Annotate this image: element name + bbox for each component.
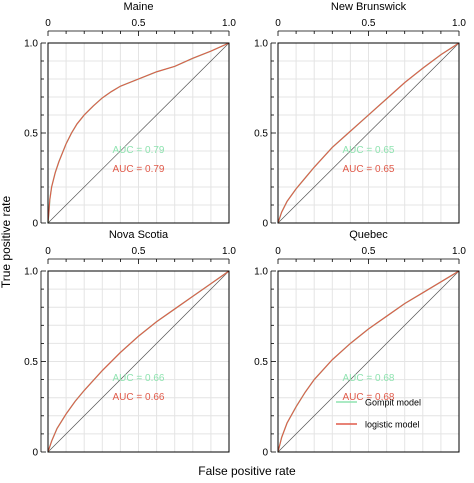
x-tick-label: 1.0: [222, 18, 236, 29]
panel-frame: [277, 42, 460, 224]
y-tick-label: 1.0: [24, 267, 38, 278]
panel-title: Quebec: [349, 229, 388, 241]
panel-title: Nova Scotia: [109, 229, 169, 241]
x-tick-label: 0: [275, 18, 281, 29]
x-tick-label: 0.5: [132, 18, 146, 29]
roc-panel: 0 0.5 1.0 0 0.5 1.0 Nova Scotia AUC = 0.66 AUC =…: [24, 229, 236, 459]
logistic-roc-curve: [47, 42, 230, 224]
auc-gompit-label: AUC = 0.79: [113, 145, 165, 156]
y-tick-label: 0: [32, 448, 38, 459]
y-tick-label: 0.5: [254, 129, 268, 140]
panel-frame: [277, 270, 460, 453]
x-tick-label: 0: [45, 246, 51, 257]
roc-panel: 0 0.5 1.0 0 0.5 1.0 New Brunswick AUC = 0.65 AUC…: [254, 1, 466, 230]
chance-diagonal: [277, 270, 460, 453]
panel-title: New Brunswick: [331, 1, 407, 13]
y-tick-label: 0.5: [24, 357, 38, 368]
y-axis-label: True positive rate: [0, 196, 13, 289]
y-tick-label: 0.5: [24, 129, 38, 140]
y-tick-label: 0: [262, 448, 268, 459]
x-tick-label: 0.5: [362, 18, 376, 29]
y-tick-label: 0.5: [254, 357, 268, 368]
y-tick-label: 1.0: [24, 39, 38, 50]
chance-diagonal: [277, 42, 460, 224]
x-tick-label: 1.0: [452, 18, 466, 29]
x-tick-label: 0: [275, 246, 281, 257]
auc-logistic-label: AUC = 0.66: [113, 392, 165, 403]
panel-frame: [47, 42, 230, 224]
auc-gompit-label: AUC = 0.66: [113, 373, 165, 384]
chance-diagonal: [47, 270, 230, 453]
x-axis-label: False positive rate: [198, 464, 296, 478]
y-tick-label: 0: [262, 219, 268, 230]
roc-panel: 0 0.5 1.0 0 0.5 1.0 Maine AUC = 0.79 AUC = 0.79: [24, 1, 236, 230]
auc-logistic-label: AUC = 0.65: [343, 164, 395, 175]
auc-gompit-label: AUC = 0.65: [343, 145, 395, 156]
auc-gompit-label: AUC = 0.68: [343, 373, 395, 384]
legend-gompit-label: Gompit model: [365, 398, 421, 408]
y-tick-label: 1.0: [254, 267, 268, 278]
auc-logistic-label: AUC = 0.68: [343, 392, 395, 403]
auc-logistic-label: AUC = 0.79: [113, 164, 165, 175]
legend-logistic-label: logistic model: [365, 420, 420, 430]
roc-panel: 0 0.5 1.0 0 0.5 1.0 Quebec AUC = 0.68 AUC = 0.68: [254, 229, 466, 459]
x-tick-label: 0.5: [132, 246, 146, 257]
x-tick-label: 0.5: [362, 246, 376, 257]
panel-title: Maine: [124, 1, 154, 13]
panel-frame: [47, 270, 230, 453]
y-tick-label: 0: [32, 219, 38, 230]
y-tick-label: 1.0: [254, 39, 268, 50]
logistic-roc-curve: [277, 42, 460, 224]
x-tick-label: 1.0: [222, 246, 236, 257]
chance-diagonal: [47, 42, 230, 224]
x-tick-label: 0: [45, 18, 51, 29]
logistic-roc-curve: [277, 270, 460, 453]
legend: Gompit model logistic model: [336, 398, 421, 430]
logistic-roc-curve: [47, 270, 230, 453]
x-tick-label: 1.0: [452, 246, 466, 257]
